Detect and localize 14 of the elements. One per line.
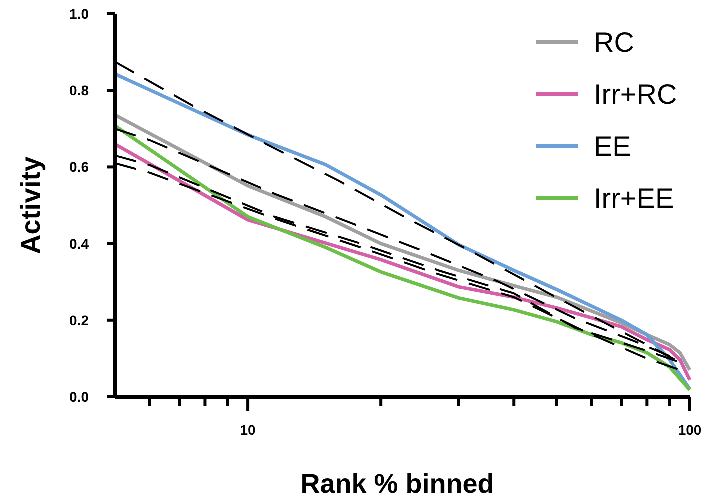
y-tick-label: 0.0 bbox=[70, 389, 90, 405]
y-tick-label: 1.0 bbox=[70, 6, 90, 22]
y-tick-label: 0.4 bbox=[70, 236, 90, 252]
legend-label: Irr+RC bbox=[594, 79, 678, 110]
x-tick-label: 10 bbox=[240, 422, 256, 438]
legend-label: RC bbox=[594, 27, 634, 58]
x-axis-title: Rank % binned bbox=[300, 469, 494, 499]
y-tick-label: 0.6 bbox=[70, 159, 90, 176]
y-tick-label: 0.8 bbox=[70, 82, 90, 99]
x-tick-label: 100 bbox=[678, 422, 702, 438]
y-axis-title: Activity bbox=[16, 156, 46, 254]
y-tick-label: 0.2 bbox=[70, 312, 90, 328]
legend-label: Irr+EE bbox=[594, 183, 674, 214]
legend-label: EE bbox=[594, 131, 632, 162]
